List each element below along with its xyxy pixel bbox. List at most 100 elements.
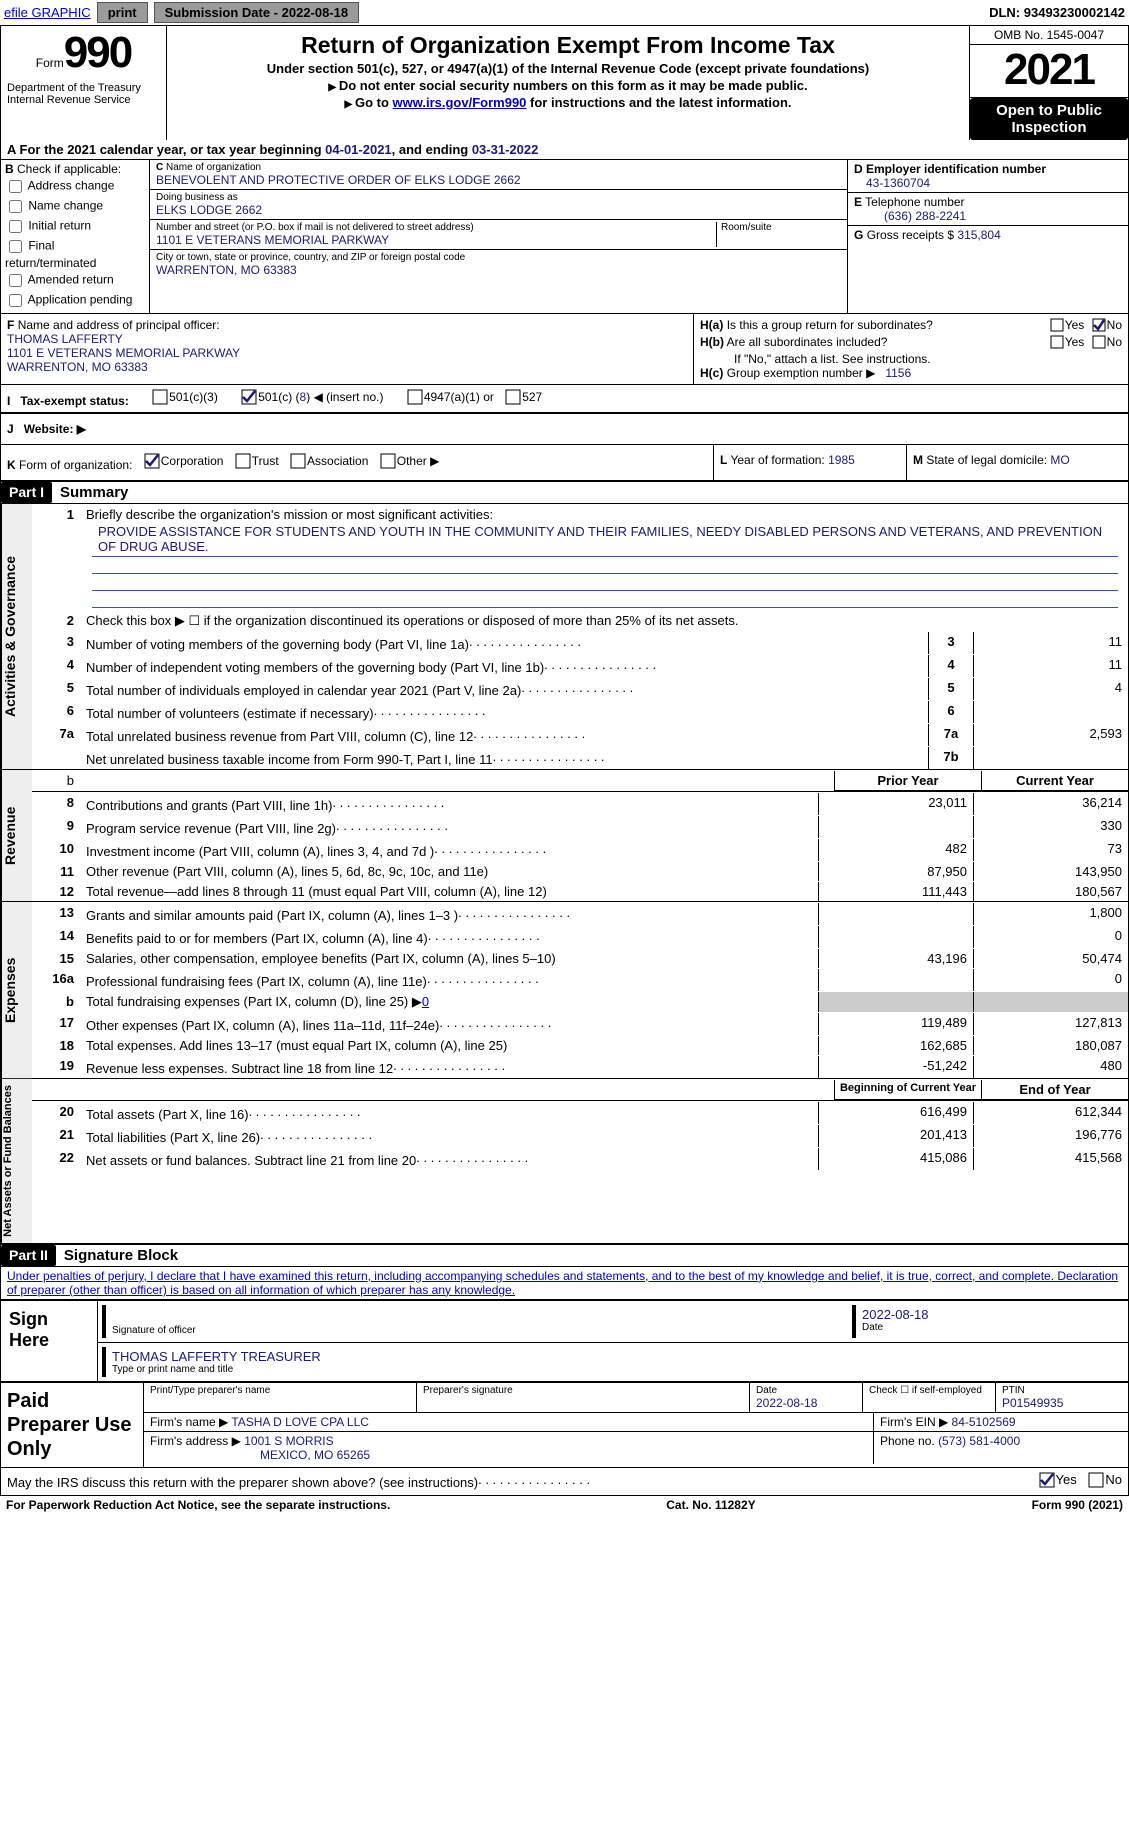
cy12: 180,567 xyxy=(973,882,1128,901)
col-deg: D Employer identification number 43-1360… xyxy=(847,160,1128,313)
cy8: 36,214 xyxy=(973,793,1128,815)
ck-501c[interactable]: 501(c) (8) ◀ (insert no.) xyxy=(241,389,383,405)
ptin: P01549935 xyxy=(1002,1396,1063,1410)
ck-corp[interactable]: Corporation xyxy=(144,453,224,469)
py18: 162,685 xyxy=(818,1036,973,1055)
subtitle-3: Go to www.irs.gov/Form990 for instructio… xyxy=(171,95,965,110)
line16b: Total fundraising expenses (Part IX, col… xyxy=(86,994,422,1009)
part1-header: Part I Summary xyxy=(0,482,1129,504)
py14 xyxy=(818,926,973,948)
section-activities-governance: Activities & Governance 1 Briefly descri… xyxy=(0,504,1129,770)
group-exemption: 1156 xyxy=(885,366,911,380)
form-number: 990 xyxy=(64,28,131,77)
ck-app-pending[interactable]: Application pending xyxy=(5,291,145,310)
section-net-assets: Net Assets or Fund Balances Beginning of… xyxy=(0,1079,1129,1245)
ck-trust[interactable]: Trust xyxy=(235,453,279,469)
line6: Total number of volunteers (estimate if … xyxy=(86,706,374,721)
line11: Other revenue (Part VIII, column (A), li… xyxy=(86,864,488,879)
ck-4947[interactable]: 4947(a)(1) or xyxy=(407,389,494,405)
line22: Net assets or fund balances. Subtract li… xyxy=(86,1153,416,1168)
cy14: 0 xyxy=(973,926,1128,948)
telephone: (636) 288-2241 xyxy=(854,209,966,223)
py21: 201,413 xyxy=(818,1125,973,1147)
py8: 23,011 xyxy=(818,793,973,815)
cy9: 330 xyxy=(973,816,1128,838)
cy16a: 0 xyxy=(973,969,1128,991)
row-a-tax-year: A For the 2021 calendar year, or tax yea… xyxy=(0,140,1129,160)
pra-notice: For Paperwork Reduction Act Notice, see … xyxy=(6,1498,390,1512)
firm-addr2: MEXICO, MO 65265 xyxy=(150,1448,370,1462)
hb-question: Are all subordinates included? xyxy=(727,335,888,349)
gross-receipts: 315,804 xyxy=(957,228,1000,242)
part2-header: Part II Signature Block xyxy=(0,1245,1129,1267)
ck-initial-return[interactable]: Initial return xyxy=(5,217,145,236)
jurat-link[interactable]: Under penalties of perjury, I declare th… xyxy=(7,1269,1118,1297)
hb-note: If "No," attach a list. See instructions… xyxy=(700,352,1122,366)
ck-assoc[interactable]: Association xyxy=(290,453,368,469)
line14: Benefits paid to or for members (Part IX… xyxy=(86,931,428,946)
col-c-org-info: C Name of organization BENEVOLENT AND PR… xyxy=(150,160,847,313)
val3: 11 xyxy=(973,632,1128,654)
firm-phone: (573) 581-4000 xyxy=(938,1434,1020,1448)
ck-501c3[interactable]: 501(c)(3) xyxy=(152,389,218,405)
dln-value: 93493230002142 xyxy=(1024,5,1125,20)
hb-yes[interactable]: Yes xyxy=(1050,335,1085,349)
ha-yes[interactable]: Yes xyxy=(1050,318,1085,332)
fundraising-link[interactable]: 0 xyxy=(422,994,429,1009)
dln-label: DLN: xyxy=(989,5,1024,20)
cy17: 127,813 xyxy=(973,1013,1128,1035)
line7a: Total unrelated business revenue from Pa… xyxy=(86,729,473,744)
ck-name-change[interactable]: Name change xyxy=(5,197,145,216)
print-button[interactable]: print xyxy=(97,2,148,23)
val6 xyxy=(973,701,1128,723)
section-bcdeg: B Check if applicable: Address change Na… xyxy=(0,160,1129,313)
col-b-checkboxes: B Check if applicable: Address change Na… xyxy=(1,160,150,313)
efile-link[interactable]: efile GRAPHIC xyxy=(4,5,91,20)
discuss-no[interactable]: No xyxy=(1088,1472,1122,1488)
paid-preparer-label: Paid Preparer Use Only xyxy=(1,1383,144,1467)
line13: Grants and similar amounts paid (Part IX… xyxy=(86,908,458,923)
self-employed-ck[interactable]: Check ☐ if self-employed xyxy=(869,1385,989,1396)
ck-final-return[interactable]: Final return/terminated xyxy=(5,237,145,270)
ck-other[interactable]: Other ▶ xyxy=(380,453,440,469)
section-expenses: Expenses 13Grants and similar amounts pa… xyxy=(0,902,1129,1079)
firm-ein: 84-5102569 xyxy=(952,1415,1016,1429)
section-fh: F Name and address of principal officer:… xyxy=(0,313,1129,385)
prep-date: 2022-08-18 xyxy=(756,1396,817,1410)
val4: 11 xyxy=(973,655,1128,677)
vtab-expenses: Expenses xyxy=(1,902,32,1078)
tax-year: 2021 xyxy=(970,45,1128,98)
cy22: 415,568 xyxy=(973,1148,1128,1170)
hb-no[interactable]: No xyxy=(1092,335,1122,349)
py22: 415,086 xyxy=(818,1148,973,1170)
tax-year-begin: 04-01-2021 xyxy=(325,142,392,157)
submission-date-button[interactable]: Submission Date - 2022-08-18 xyxy=(154,2,360,23)
jurat: Under penalties of perjury, I declare th… xyxy=(0,1267,1129,1299)
line7b: Net unrelated business taxable income fr… xyxy=(86,752,493,767)
ck-address-change[interactable]: Address change xyxy=(5,177,145,196)
officer-name: THOMAS LAFFERTY xyxy=(7,332,123,346)
subdate-lbl: Submission Date - xyxy=(165,5,282,20)
topbar: efile GRAPHIC print Submission Date - 20… xyxy=(0,0,1129,26)
cy19: 480 xyxy=(973,1056,1128,1078)
cy11: 143,950 xyxy=(973,862,1128,881)
street-address: 1101 E VETERANS MEMORIAL PARKWAY xyxy=(156,233,389,247)
cy18: 180,087 xyxy=(973,1036,1128,1055)
cat-no: Cat. No. 11282Y xyxy=(666,1498,755,1512)
discuss-yes[interactable]: Yes xyxy=(1039,1472,1077,1488)
ha-no[interactable]: No xyxy=(1092,318,1122,332)
line15: Salaries, other compensation, employee b… xyxy=(86,951,556,966)
vtab-activities: Activities & Governance xyxy=(1,504,32,769)
irs-link[interactable]: www.irs.gov/Form990 xyxy=(393,95,527,110)
ck-amended[interactable]: Amended return xyxy=(5,271,145,290)
cy10: 73 xyxy=(973,839,1128,861)
state-domicile: MO xyxy=(1050,453,1069,467)
line20: Total assets (Part X, line 16) xyxy=(86,1107,249,1122)
dba: ELKS LODGE 2662 xyxy=(156,203,262,217)
discuss-row: May the IRS discuss this return with the… xyxy=(0,1468,1129,1496)
ck-527[interactable]: 527 xyxy=(505,389,542,405)
line5: Total number of individuals employed in … xyxy=(86,683,521,698)
form-header: Form990 Department of the Treasury Inter… xyxy=(0,26,1129,140)
sig-date: 2022-08-18 xyxy=(862,1307,1122,1322)
cy20: 612,344 xyxy=(973,1102,1128,1124)
